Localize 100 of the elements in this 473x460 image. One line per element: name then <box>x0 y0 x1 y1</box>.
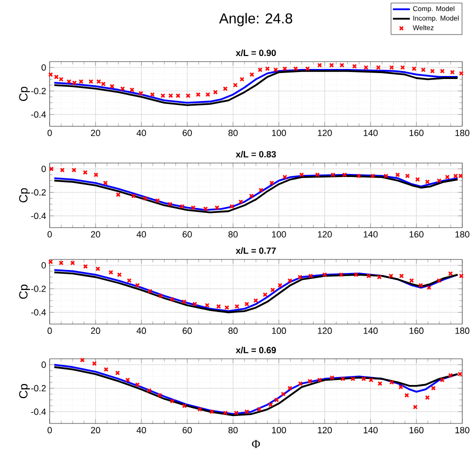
point <box>249 193 254 198</box>
x-axis-title: Φ <box>252 440 260 448</box>
y-tick-label: -0.2 <box>31 88 46 94</box>
point <box>108 270 114 275</box>
point <box>389 380 394 385</box>
point <box>384 173 388 178</box>
point <box>378 381 382 386</box>
point <box>258 188 264 192</box>
point <box>404 392 410 398</box>
point <box>444 174 450 180</box>
x-tick-label: 140 <box>364 327 378 334</box>
point <box>138 90 144 96</box>
point <box>376 274 382 280</box>
point <box>214 205 220 210</box>
point <box>176 93 180 98</box>
y-tick-label: -0.4 <box>31 408 46 415</box>
point <box>142 196 148 201</box>
point <box>48 259 53 264</box>
x-tick-label: 40 <box>136 231 146 238</box>
point <box>412 66 416 71</box>
point <box>222 410 228 416</box>
point <box>274 397 279 402</box>
point <box>104 366 108 372</box>
point <box>147 288 152 294</box>
y-axis-title: Cp <box>19 384 30 398</box>
point <box>115 370 120 376</box>
point <box>307 378 312 384</box>
x-tick-label: 40 <box>136 327 146 334</box>
x-tick-label: 100 <box>272 426 286 434</box>
x-tick-label: 120 <box>318 426 332 434</box>
point <box>94 172 98 178</box>
point <box>426 285 432 290</box>
chart-title: Angle: 24.8 <box>219 12 292 26</box>
point <box>203 206 208 212</box>
point <box>308 273 314 278</box>
x-tick-label: 0 <box>48 130 52 136</box>
point <box>190 205 196 210</box>
x-tick-label: 60 <box>182 231 192 238</box>
x-tick-label: 20 <box>91 231 100 238</box>
point <box>249 72 254 77</box>
point <box>415 176 420 182</box>
point <box>92 361 97 366</box>
point <box>238 199 244 204</box>
point <box>120 86 125 91</box>
point <box>448 271 453 276</box>
x-tick-label: 100 <box>272 231 286 238</box>
point <box>160 93 166 98</box>
point <box>234 304 240 309</box>
point <box>116 192 121 198</box>
y-tick-label: -0.4 <box>31 111 46 118</box>
x-tick-label: 180 <box>455 426 470 434</box>
point <box>400 65 406 70</box>
point <box>317 62 322 68</box>
point <box>135 382 140 387</box>
y-tick-label: -0.2 <box>31 286 46 292</box>
x-tick-label: 160 <box>410 327 424 334</box>
point <box>288 278 292 283</box>
point <box>322 272 328 277</box>
point <box>293 66 298 71</box>
point <box>204 302 210 308</box>
point <box>450 70 455 74</box>
point <box>270 287 276 292</box>
point <box>458 70 464 76</box>
y-tick-label: 0 <box>42 262 46 268</box>
point <box>182 299 186 304</box>
x-tick-label: 60 <box>182 130 192 136</box>
point <box>273 67 278 72</box>
point <box>418 282 424 288</box>
x-tick-label: 0 <box>48 426 52 434</box>
x-tick-label: 160 <box>410 231 424 238</box>
point <box>364 65 368 70</box>
point <box>60 168 65 172</box>
point <box>213 90 218 94</box>
x-tick-label: 120 <box>318 130 332 136</box>
point <box>409 278 414 283</box>
y-tick-label: -0.4 <box>31 309 46 316</box>
point <box>282 66 288 71</box>
point <box>216 304 221 309</box>
point <box>258 67 262 72</box>
point <box>288 386 292 390</box>
y-tick-label: -0.2 <box>31 189 46 196</box>
point <box>298 274 302 280</box>
point <box>399 273 404 278</box>
point <box>278 282 282 288</box>
point <box>82 170 88 175</box>
point <box>330 375 334 380</box>
point <box>116 272 122 277</box>
point <box>197 406 202 412</box>
point <box>196 92 201 97</box>
point <box>232 82 238 88</box>
point <box>103 180 108 186</box>
point <box>256 406 262 412</box>
point <box>425 395 430 400</box>
chart-subtitle: x/L = 0.90 <box>236 49 276 56</box>
point <box>458 273 464 278</box>
point <box>436 178 442 183</box>
point <box>366 273 372 278</box>
point <box>395 172 400 178</box>
point <box>230 204 234 209</box>
point <box>155 198 160 203</box>
